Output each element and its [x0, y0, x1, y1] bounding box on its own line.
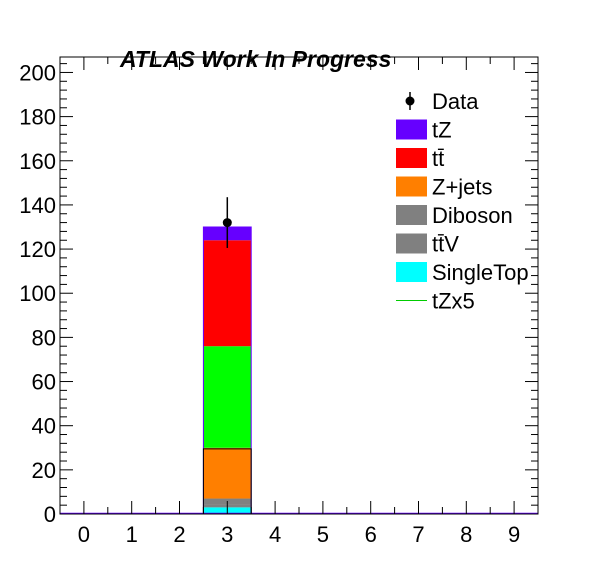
stack-bar-3 — [203, 455, 252, 499]
legend-swatch-ttbar — [396, 148, 427, 168]
y-tick-label-8: 160 — [19, 149, 56, 174]
y-tick-label-2: 40 — [32, 414, 56, 439]
x-tick-label-3: 3 — [221, 522, 233, 547]
stack-bar-5 — [203, 346, 252, 448]
y-tick-label-6: 120 — [19, 237, 56, 262]
legend-item-diboson: Diboson — [396, 203, 513, 228]
x-tick-label-0: 0 — [78, 522, 90, 547]
chart-title: ATLAS Work In Progress — [119, 46, 391, 72]
legend-label-diboson: Diboson — [432, 203, 513, 228]
legend-swatch-ttv — [396, 233, 427, 254]
legend: Data tZ tt̄ Z+jets Diboson tt̄V SingleTop tZx5 — [396, 89, 529, 314]
y-tick-label-0: 0 — [44, 502, 56, 527]
y-tick-label-1: 20 — [32, 458, 56, 483]
stack-bar-4 — [203, 447, 252, 456]
legend-swatch-diboson — [396, 205, 427, 225]
chart-marks — [60, 197, 538, 515]
legend-item-zjets: Z+jets — [396, 175, 493, 200]
y-tick-label-5: 100 — [19, 281, 56, 306]
legend-swatch-zjets — [396, 176, 427, 197]
x-tick-label-1: 1 — [126, 522, 138, 547]
y-tick-label-3: 60 — [32, 370, 56, 395]
x-tick-label-9: 9 — [508, 522, 520, 547]
x-tick-label-8: 8 — [460, 522, 472, 547]
legend-item-ttbar: tt̄ — [396, 146, 444, 171]
y-tick-label-7: 140 — [19, 193, 56, 218]
y-tick-label-10: 200 — [19, 60, 56, 85]
stack-bar-6 — [203, 240, 252, 347]
x-tick-label-2: 2 — [173, 522, 185, 547]
legend-label-ttbar: tt̄ — [432, 146, 444, 171]
legend-label-zjets: Z+jets — [432, 175, 493, 200]
x-tick-label-5: 5 — [317, 522, 329, 547]
legend-marker-dot-data — [405, 96, 415, 106]
legend-item-tz: tZ — [396, 118, 452, 143]
legend-item-singletop: SingleTop — [396, 260, 529, 285]
legend-item-ttv: tt̄V — [396, 232, 459, 257]
x-tick-label-4: 4 — [269, 522, 281, 547]
legend-item-data: Data — [405, 89, 479, 114]
legend-label-data: Data — [432, 89, 479, 114]
chart-axes: 0 20 40 60 80 100 120 140 160 180 200 0 1 2 3 4 5 6 7 8 9 — [19, 57, 539, 547]
plot-frame — [59, 56, 539, 515]
legend-label-ttv: tt̄V — [432, 232, 459, 257]
y-tick-label-9: 180 — [19, 105, 56, 130]
y-tick-label-4: 80 — [32, 325, 56, 350]
x-tick-label-6: 6 — [365, 522, 377, 547]
legend-label-tzx5: tZx5 — [432, 289, 475, 314]
legend-swatch-singletop — [396, 262, 427, 282]
data-point — [222, 218, 232, 228]
x-tick-label-7: 7 — [412, 522, 424, 547]
legend-label-singletop: SingleTop — [432, 260, 529, 285]
legend-item-tzx5: tZx5 — [396, 289, 475, 314]
legend-label-tz: tZ — [432, 118, 452, 143]
legend-swatch-tz — [396, 119, 427, 140]
